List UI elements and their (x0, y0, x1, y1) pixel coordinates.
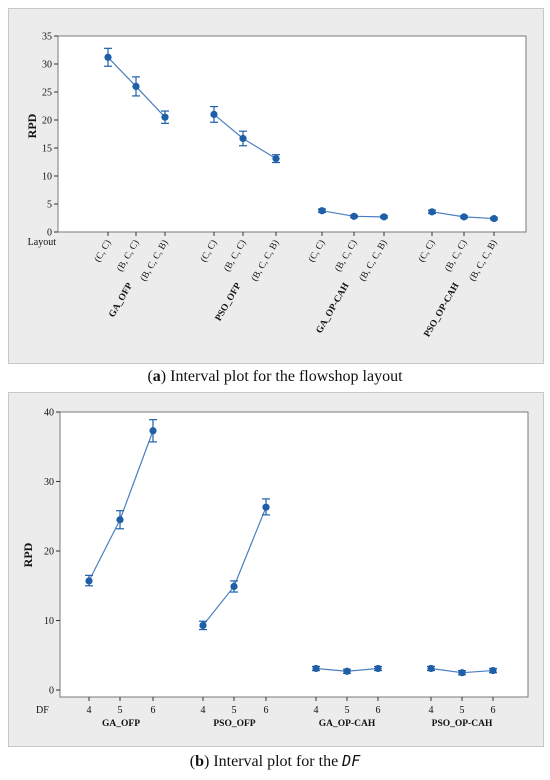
category-label: 4 (314, 705, 319, 716)
data-point (374, 664, 382, 673)
data-point (230, 582, 238, 591)
category-label: (C, C) (416, 238, 437, 264)
group-label: PSO_OFP (213, 719, 255, 729)
y-tick-label: 10 (44, 616, 54, 627)
data-point (490, 214, 498, 223)
y-tick-label: 0 (47, 228, 52, 239)
group-label: PSO_OP-CAH (423, 281, 462, 339)
group-label: GA_OP-CAH (315, 281, 352, 335)
category-label: (B, C, C) (222, 238, 249, 274)
caption-a: (a) Interval plot for the flowshop layou… (147, 368, 403, 385)
category-label: (C, C) (198, 238, 219, 264)
category-label: (B, C, C, B) (467, 238, 499, 283)
data-point (104, 53, 112, 61)
data-point (427, 664, 435, 673)
y-tick-label: 20 (42, 116, 52, 127)
data-point (428, 208, 436, 216)
group-label: PSO_OP-CAH (432, 719, 493, 729)
y-tick-label: 30 (44, 477, 54, 488)
x-axis-label: DF (36, 705, 49, 716)
caption-a-text: Interval plot for the flowshop layout (166, 368, 403, 385)
category-label: 6 (151, 705, 156, 716)
category-label: 6 (376, 705, 381, 716)
caption-b: (b) Interval plot for the DF (189, 752, 361, 770)
data-point (380, 213, 388, 221)
category-label: (C, C) (306, 238, 327, 264)
group-label: GA_OFP (102, 719, 140, 729)
caption-b-italic: DF (342, 752, 361, 770)
caption-b-text: Interval plot for the (209, 753, 343, 770)
group-label: GA_OFP (107, 281, 135, 319)
y-tick-label: 40 (44, 408, 54, 419)
y-axis-label: RPD (21, 542, 35, 567)
category-label: (C, C) (92, 238, 113, 264)
category-label: 5 (118, 705, 123, 716)
y-tick-label: 35 (42, 32, 52, 43)
data-point (116, 516, 124, 524)
data-point (460, 213, 468, 221)
category-label: 5 (345, 705, 350, 716)
data-point (85, 577, 93, 585)
category-label: 4 (201, 705, 206, 716)
x-axis-label: Layout (28, 237, 57, 248)
category-label: 4 (429, 705, 434, 716)
caption-b-label: b (195, 753, 204, 770)
data-point (239, 134, 247, 143)
category-label: 6 (491, 705, 496, 716)
y-axis-label: RPD (25, 113, 39, 138)
data-point (199, 621, 207, 630)
y-tick-label: 10 (42, 172, 52, 183)
category-label: (B, C, C, B) (249, 238, 281, 283)
plot-area-1 (59, 411, 529, 698)
data-point (272, 155, 280, 163)
data-point (312, 664, 320, 673)
category-label: (B, C, C, B) (357, 238, 389, 283)
category-label: (B, C, C) (115, 238, 142, 274)
group-label: GA_OP-CAH (319, 719, 376, 729)
category-label: 5 (232, 705, 237, 716)
data-point (132, 82, 140, 90)
y-tick-label: 5 (47, 200, 52, 211)
data-point (161, 113, 169, 121)
caption-a-label: a (152, 368, 161, 385)
data-point (458, 669, 466, 677)
category-label: (B, C, C) (443, 238, 470, 274)
data-point (262, 503, 270, 511)
y-tick-label: 0 (49, 686, 54, 697)
data-point (489, 666, 497, 675)
category-label: (B, C, C) (333, 238, 360, 274)
y-tick-label: 25 (42, 88, 52, 99)
data-point (350, 212, 358, 220)
data-point (343, 667, 351, 675)
data-point (149, 427, 157, 435)
category-label: 6 (264, 705, 269, 716)
plot-area-0 (57, 35, 527, 233)
y-tick-label: 30 (42, 60, 52, 71)
category-label: 4 (87, 705, 92, 716)
category-label: 5 (460, 705, 465, 716)
data-point (210, 110, 218, 118)
data-point (318, 207, 326, 215)
group-label: PSO_OFP (214, 281, 244, 323)
category-label: (B, C, C, B) (138, 238, 170, 283)
y-tick-label: 15 (42, 144, 52, 155)
y-tick-label: 20 (44, 547, 54, 558)
